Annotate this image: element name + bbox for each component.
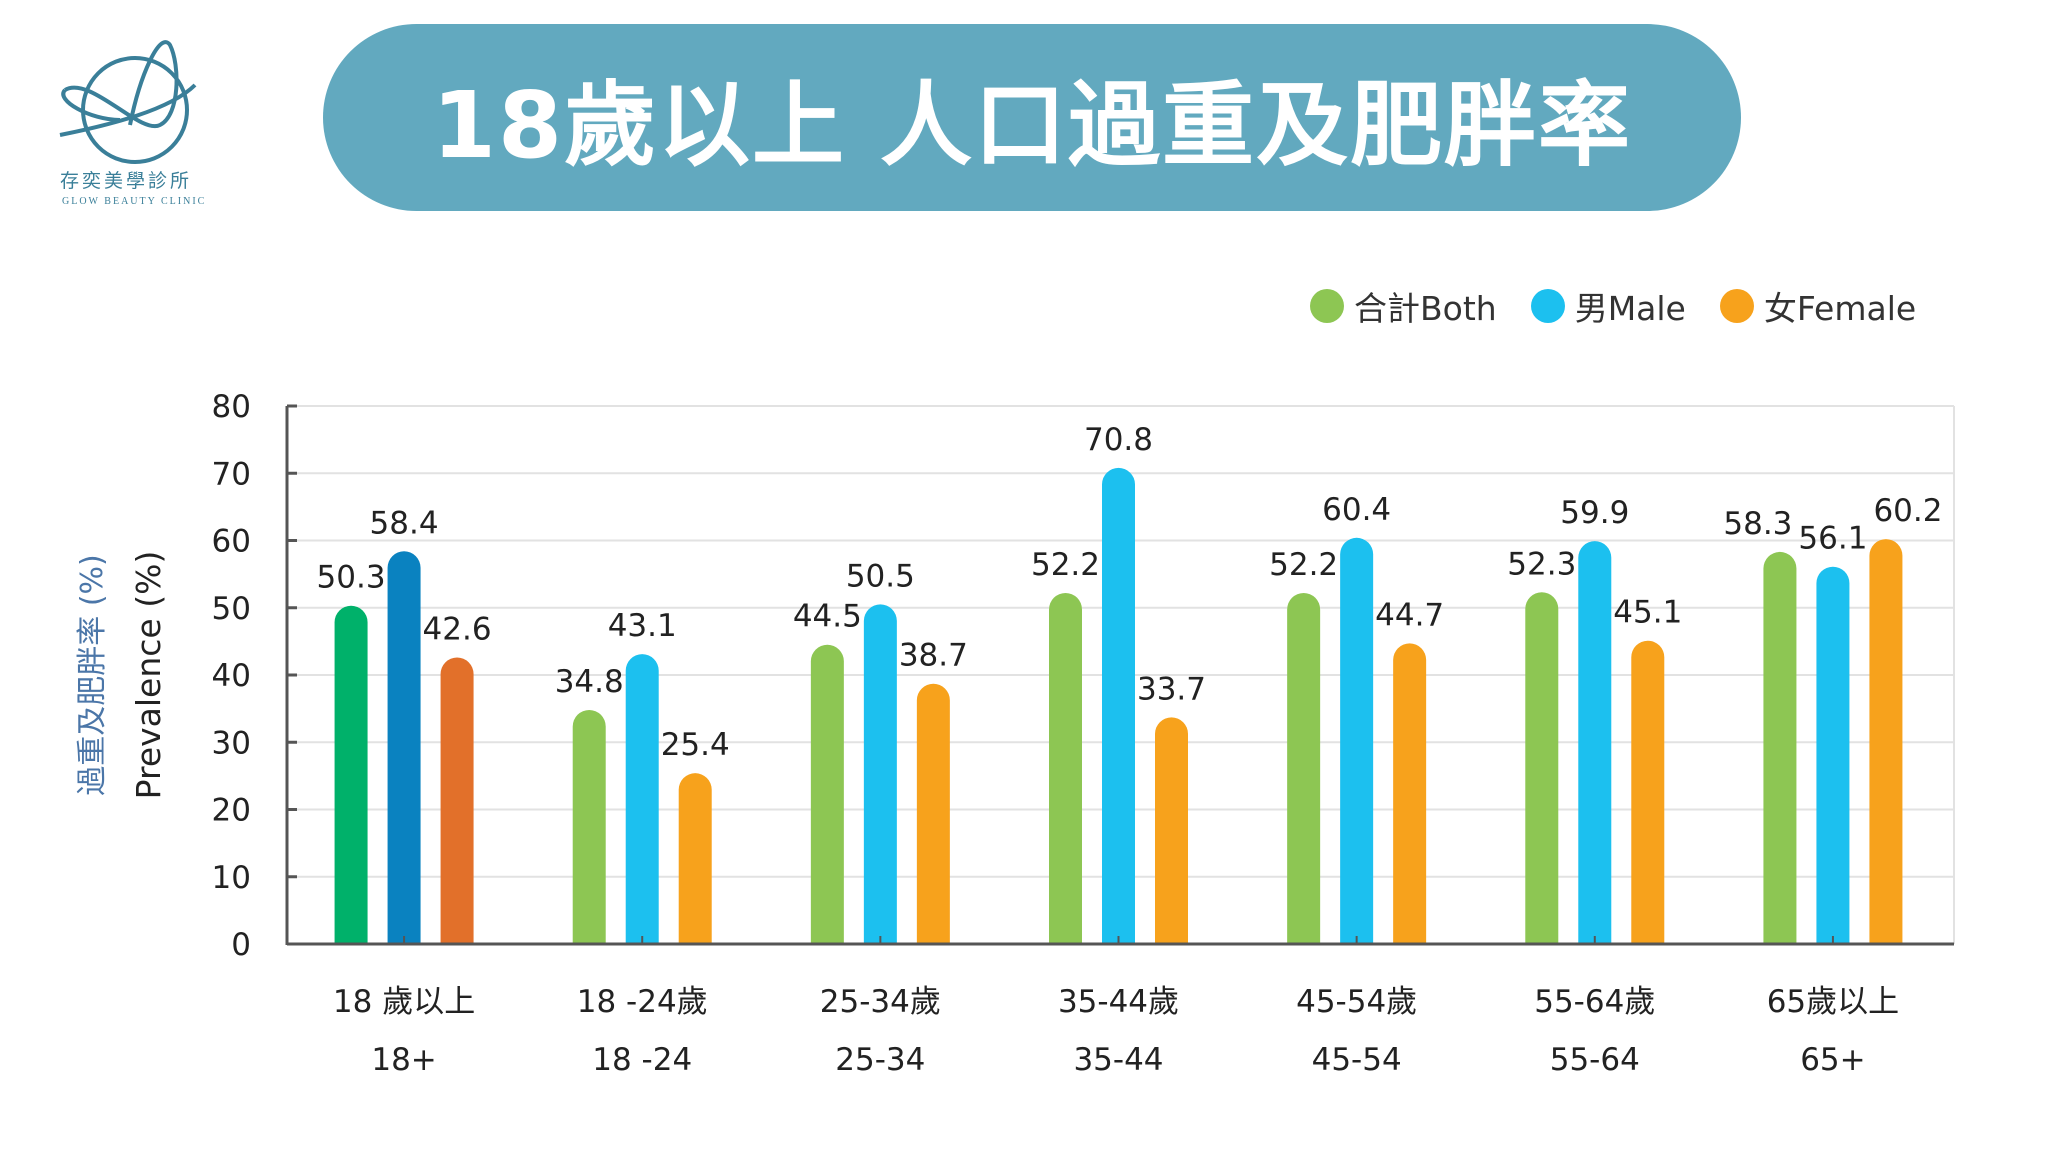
y-tick-label: 80 [212, 389, 251, 425]
bar [1340, 537, 1374, 944]
bar [625, 654, 659, 944]
bar [1287, 592, 1321, 944]
bar [1049, 592, 1082, 944]
data-label: 50.5 [846, 558, 915, 594]
data-label: 50.3 [317, 560, 386, 596]
bar [572, 709, 606, 944]
data-label: 70.8 [1084, 422, 1153, 458]
x-tick-label-cn: 55-64歲 [1534, 984, 1655, 1020]
legend-item-male: 男Male [1530, 282, 1686, 330]
x-tick-label-cn: 45-54歲 [1296, 984, 1417, 1020]
x-tick-label-en: 45-54 [1312, 1042, 1402, 1078]
y-axis-label-cn: 過重及肥胖率 (%) [75, 554, 110, 795]
bar [334, 605, 368, 944]
data-label: 34.8 [555, 664, 624, 700]
data-label: 43.1 [608, 608, 677, 644]
y-tick-label: 40 [212, 658, 251, 694]
data-label: 45.1 [1613, 595, 1682, 631]
clinic-logo-icon [59, 40, 197, 164]
y-tick-label: 30 [212, 725, 251, 761]
y-tick-label: 20 [212, 793, 251, 829]
bar [1763, 551, 1797, 944]
legend-label: 合計Both [1354, 289, 1497, 328]
bar [916, 683, 950, 944]
x-tick-label-en: 18+ [371, 1042, 436, 1078]
bar [678, 773, 712, 944]
data-label: 25.4 [661, 727, 730, 763]
x-tick-label-cn: 18 -24歲 [577, 984, 708, 1020]
bar [810, 644, 844, 944]
logo-name-en: GLOW BEAUTY CLINIC [62, 196, 207, 207]
data-label: 52.3 [1507, 546, 1576, 582]
legend-dot-icon [1310, 289, 1344, 323]
y-tick-label: 70 [212, 456, 251, 492]
x-tick-label-cn: 65歲以上 [1767, 984, 1899, 1020]
bar [1816, 566, 1850, 944]
x-tick-label-en: 25-34 [835, 1042, 925, 1078]
bar [440, 657, 474, 944]
x-tick-label-cn: 35-44歲 [1058, 984, 1179, 1020]
data-label: 60.4 [1322, 492, 1391, 528]
legend-item-female: 女Female [1719, 282, 1917, 330]
legend-dot-icon [1719, 289, 1754, 323]
y-tick-label: 0 [231, 927, 251, 963]
title-banner: 18歲以上 人口過重及肥胖率 [323, 24, 1741, 211]
legend: 合計Both 男Male 女Female [1310, 282, 1916, 330]
data-label: 58.3 [1723, 506, 1792, 542]
data-label: 59.9 [1560, 495, 1629, 531]
x-tick-label-en: 55-64 [1550, 1042, 1640, 1078]
y-tick-label: 10 [212, 860, 251, 896]
y-tick-label: 50 [212, 591, 251, 627]
page-title: 18歲以上 人口過重及肥胖率 [431, 72, 1633, 179]
y-tick-label: 60 [212, 524, 251, 560]
legend-dot-icon [1530, 289, 1565, 323]
bar [387, 551, 421, 944]
data-label: 33.7 [1137, 671, 1206, 707]
bar [1102, 467, 1135, 944]
data-label: 38.7 [899, 638, 968, 674]
data-label: 52.2 [1269, 547, 1338, 583]
y-axis-label-en: Prevalence (%) [129, 551, 168, 800]
bar [1631, 640, 1665, 944]
data-label: 56.1 [1798, 521, 1867, 557]
bar [863, 604, 897, 944]
data-label: 44.5 [793, 599, 862, 635]
bar [1155, 717, 1188, 944]
data-label: 44.7 [1375, 597, 1444, 633]
logo-name-cn: 存奕美學診所 [60, 170, 193, 192]
x-tick-label-cn: 25-34歲 [820, 984, 941, 1020]
bar [1525, 592, 1559, 944]
bar [1869, 539, 1903, 944]
x-tick-label-en: 65+ [1800, 1042, 1865, 1078]
legend-item-both: 合計Both [1310, 282, 1497, 330]
bar [1578, 541, 1612, 944]
data-label: 42.6 [423, 612, 492, 648]
x-tick-label-en: 35-44 [1073, 1042, 1163, 1078]
x-tick-label-en: 18 -24 [592, 1042, 692, 1078]
data-label: 52.2 [1031, 547, 1100, 583]
legend-label: 男Male [1574, 289, 1686, 328]
legend-label: 女Female [1763, 289, 1917, 328]
data-label: 60.2 [1873, 493, 1942, 529]
bar [1393, 643, 1427, 944]
data-label: 58.4 [370, 505, 439, 541]
x-tick-label-cn: 18 歲以上 [333, 984, 475, 1020]
